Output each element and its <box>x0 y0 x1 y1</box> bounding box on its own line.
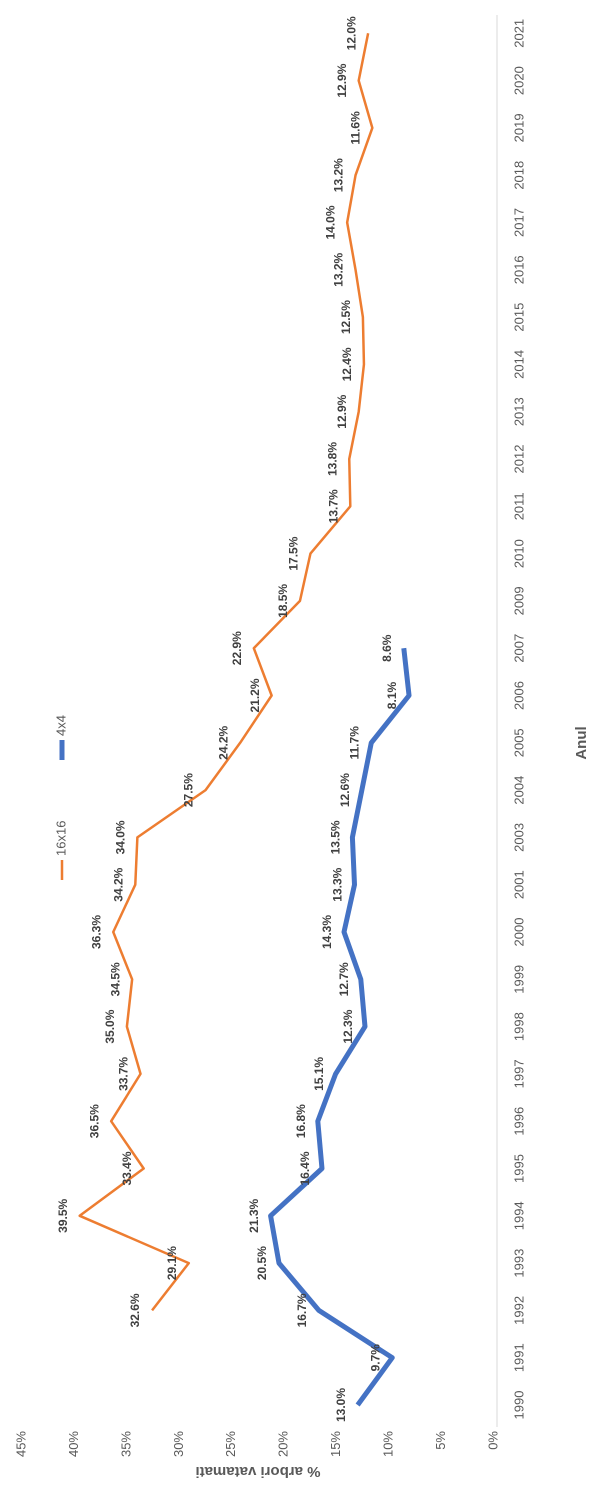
x-tick-label: 2013 <box>511 397 526 426</box>
x-tick-label: 2003 <box>511 823 526 852</box>
data-label: 13.5% <box>329 820 343 854</box>
data-label: 32.6% <box>128 1293 142 1327</box>
x-tick-label: 1998 <box>511 1012 526 1041</box>
rotated-chart: Anul % arbori vatamati 0% 5% 10% 15% 20% 25% 3… <box>13 15 590 1480</box>
x-tick-label: 1999 <box>511 965 526 994</box>
y-tick-label: 5% <box>433 1431 448 1450</box>
y-tick-label: 15% <box>328 1431 343 1457</box>
data-label: 21.3% <box>247 1198 261 1232</box>
data-label: 22.9% <box>230 631 244 665</box>
data-label: 12.3% <box>341 1009 355 1043</box>
x-tick-label: 2010 <box>511 539 526 568</box>
x-axis-title: Anul <box>573 726 590 759</box>
x-tick-label: 2011 <box>511 492 526 520</box>
y-tick-label: 35% <box>118 1431 133 1457</box>
data-label: 12.7% <box>337 962 351 996</box>
x-tick-label: 2014 <box>511 350 526 379</box>
x-tick-label: 1992 <box>511 1296 526 1325</box>
y-tick-label: 45% <box>13 1431 28 1457</box>
x-tick-label: 1995 <box>511 1154 526 1183</box>
data-label: 34.0% <box>114 820 128 854</box>
x-tick-label: 1990 <box>511 1391 526 1420</box>
data-label: 39.5% <box>56 1198 70 1232</box>
y-tick-label: 10% <box>381 1431 396 1457</box>
x-tick-label: 2017 <box>511 208 526 237</box>
data-label: 18.5% <box>276 584 290 618</box>
x-tick-label: 2016 <box>511 255 526 284</box>
data-label: 16.8% <box>294 1104 308 1138</box>
data-label: 12.9% <box>335 63 349 97</box>
data-label: 8.6% <box>380 634 394 662</box>
data-label: 33.7% <box>117 1057 131 1091</box>
data-label: 13.2% <box>332 158 346 192</box>
data-label: 20.5% <box>255 1246 269 1280</box>
data-label: 13.7% <box>326 489 340 523</box>
y-tick-label: 20% <box>276 1431 291 1457</box>
data-label: 14.3% <box>320 915 334 949</box>
x-tick-label: 2020 <box>511 66 526 95</box>
x-tick-label: 1996 <box>511 1107 526 1136</box>
x-tick-label: 2018 <box>511 161 526 190</box>
data-label: 24.2% <box>216 725 230 759</box>
data-label: 11.7% <box>347 726 361 760</box>
y-axis-title: % arbori vatamati <box>195 1463 320 1480</box>
x-tick-label: 2012 <box>511 445 526 474</box>
data-label: 9.7% <box>368 1344 382 1372</box>
series-line <box>268 647 412 1407</box>
data-label: 35.0% <box>103 1009 117 1043</box>
x-tick-label: 2007 <box>511 634 526 663</box>
data-label: 13.0% <box>334 1388 348 1422</box>
x-tick-label: 2021 <box>511 19 526 48</box>
x-tick-label: 2009 <box>511 586 526 615</box>
data-label: 36.5% <box>87 1104 101 1138</box>
data-label: 17.5% <box>287 536 301 570</box>
x-tick-label: 2005 <box>511 728 526 757</box>
legend-label: 16x16 <box>53 821 68 856</box>
y-tick-label: 40% <box>66 1431 81 1457</box>
data-label: 27.5% <box>182 773 196 807</box>
data-label: 12.0% <box>344 16 358 50</box>
data-label: 12.6% <box>338 773 352 807</box>
data-label: 12.4% <box>340 347 354 381</box>
data-label: 13.3% <box>331 867 345 901</box>
x-tick-label: 2001 <box>511 870 526 899</box>
data-label: 13.8% <box>325 442 339 476</box>
data-label: 33.4% <box>120 1151 134 1185</box>
x-tick-label: 2019 <box>511 113 526 142</box>
data-label: 12.9% <box>335 394 349 428</box>
x-tick-label: 2015 <box>511 303 526 332</box>
data-label: 16.7% <box>295 1293 309 1327</box>
series-line <box>78 33 374 1312</box>
data-label: 14.0% <box>323 205 337 239</box>
data-label: 13.2% <box>332 252 346 286</box>
x-tick-label: 1994 <box>511 1201 526 1230</box>
data-label: 8.1% <box>385 681 399 709</box>
data-label: 15.1% <box>312 1057 326 1091</box>
data-label: 11.6% <box>349 111 363 145</box>
data-label: 34.2% <box>111 867 125 901</box>
x-tick-label: 2000 <box>511 918 526 947</box>
data-label: 29.1% <box>165 1246 179 1280</box>
x-tick-label: 1997 <box>511 1059 526 1088</box>
data-label: 21.2% <box>248 678 262 712</box>
legend-label: 4x4 <box>53 715 68 736</box>
data-label: 34.5% <box>108 962 122 996</box>
x-tick-label: 2006 <box>511 681 526 710</box>
y-tick-label: 0% <box>485 1431 500 1450</box>
y-tick-label: 25% <box>223 1431 238 1457</box>
data-label: 16.4% <box>298 1151 312 1185</box>
y-tick-label: 30% <box>171 1431 186 1457</box>
data-label: 36.3% <box>89 915 103 949</box>
data-label: 12.5% <box>339 300 353 334</box>
x-tick-label: 1993 <box>511 1249 526 1278</box>
x-tick-label: 2004 <box>511 776 526 805</box>
x-tick-label: 1991 <box>511 1343 526 1372</box>
